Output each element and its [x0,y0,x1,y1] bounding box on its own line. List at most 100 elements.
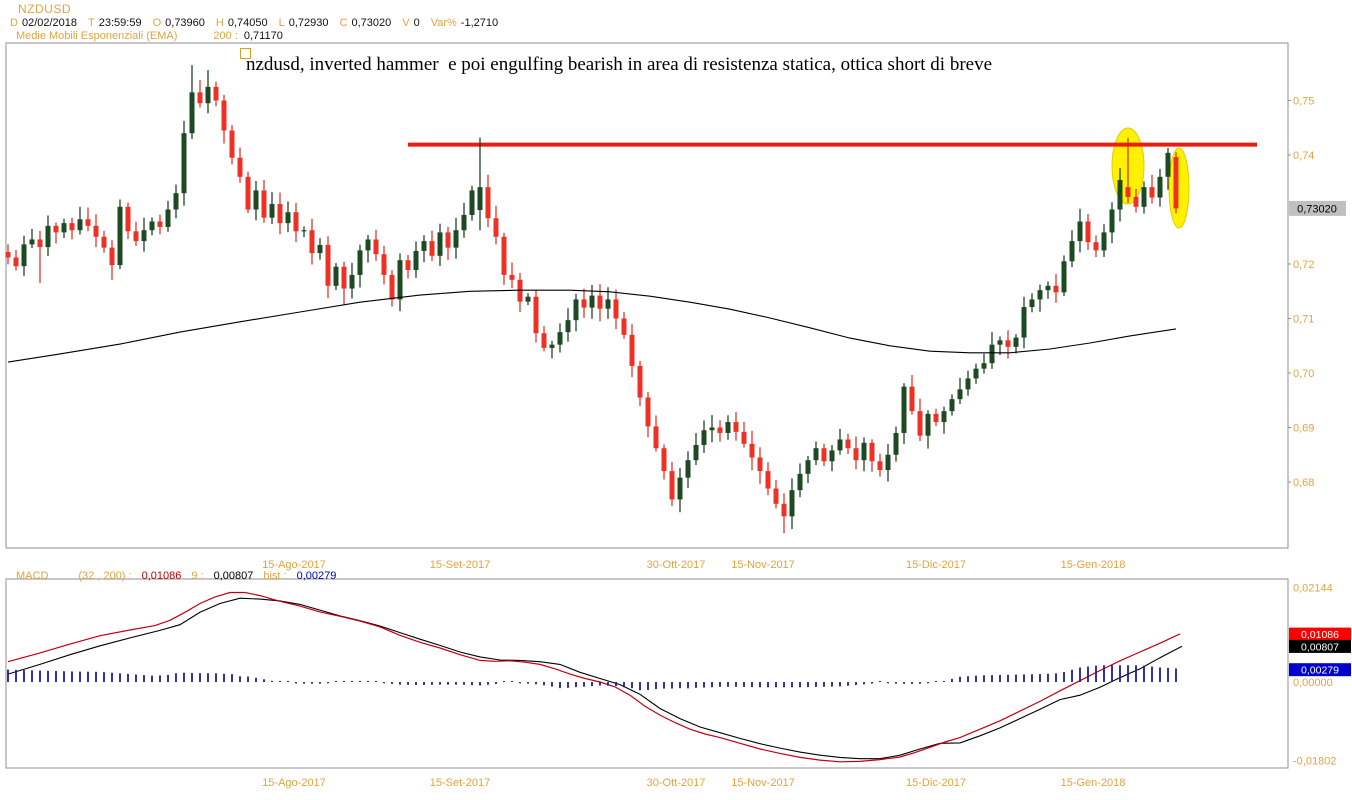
candle-body [277,204,283,224]
candle-body [1117,180,1123,210]
candle-body [741,431,747,444]
candle-body [373,239,379,255]
candle-body [981,363,987,369]
price-panel-border [5,42,1289,549]
candle-body [933,413,939,423]
candle-body [357,250,363,275]
candle-body [757,457,763,472]
macd-indicator-name: MACD [16,570,49,582]
candle-body [917,411,923,436]
macd-value: 0,01086 [141,570,182,582]
candle-body [869,442,875,462]
candle-body [597,295,603,309]
candle-body [1085,221,1091,243]
candle-body [221,100,227,131]
candle-body [829,450,835,462]
candle-body [109,247,115,266]
price-axis-label: 0,71 [1293,314,1314,326]
x-axis-label: 15-Dic-2017 [906,559,966,571]
macd-value-tag-bg-2 [1289,663,1351,677]
candle-body [1061,261,1067,293]
last-price-tag: 0,73020 [1297,203,1337,215]
macd-params-label: (32 , 200) : [78,570,132,582]
candle-body [85,219,91,226]
annotation-title: nzdusd, inverted hammer e poi engulfing … [246,54,993,75]
candle-body [645,397,651,427]
candle-body [293,212,299,232]
candle-body [173,193,179,210]
candle-body [229,130,235,158]
annotation-anchor-square[interactable] [240,48,251,59]
candle-body [845,439,851,449]
macd-histogram-layer [7,665,1177,691]
candle-body [669,471,675,500]
candle-body [581,299,587,308]
candle-body [197,92,203,104]
candle-body [533,296,539,334]
candle-body [493,218,499,237]
candle-body [261,190,267,218]
candle-body [781,503,787,517]
candle-body [893,432,899,455]
candle-body [541,333,547,348]
candle-body [1101,232,1107,251]
candle-body [213,86,219,101]
macd-value-tag-2: 0,00279 [1301,665,1339,677]
macd-hist-value: 0,00279 [296,570,337,582]
candle-body [141,230,147,242]
macd-value-tag-0: 0,01086 [1301,629,1339,641]
candle-body [1053,285,1059,293]
candle-body [1157,176,1163,198]
candle-body [301,230,307,232]
candle-body [77,219,83,231]
candle-body [925,413,931,436]
candle-body [589,295,595,308]
ema-period-label: 200 : [213,30,238,42]
candle-body [485,187,491,219]
candle-body [181,133,187,194]
macd-axis-max-label: 0,02144 [1293,582,1333,594]
candle-body [957,389,963,400]
candle-body [445,232,451,248]
macd-value-tag-1: 0,00807 [1301,641,1339,653]
candle-body [381,254,387,275]
candle-body [1165,152,1171,177]
x-axis-label: 15-Set-2017 [430,777,491,789]
highlight-ellipse-2[interactable] [1168,147,1190,229]
x-axis-label: 15-Dic-2017 [906,777,966,789]
candle-body [637,365,643,398]
candle-body [437,232,443,256]
candle-body [189,92,195,134]
x-axis-label: 15-Gen-2018 [1061,559,1126,571]
candle-body [125,206,131,232]
candle-body [909,386,915,412]
candle-body [941,411,947,423]
ema-200-line [7,289,1177,363]
candle-body [701,430,707,445]
candle-body [773,488,779,504]
candle-body [989,344,995,364]
candle-body [693,444,699,461]
candle-body [765,471,771,489]
candle-body [653,426,659,449]
candle-body [61,223,67,233]
candle-body [661,448,667,472]
macd-signal-label: 9 : [191,570,204,582]
ema-indicator-row: Medie Mobili Esponenziali (EMA) 200 : 0,… [16,30,283,42]
candle-body [1037,290,1043,300]
candle-body [413,250,419,270]
candle-body [1077,221,1083,242]
candle-body [853,448,859,461]
last-price-tag-bg [1289,200,1346,216]
candle-body [1109,209,1115,233]
close-field: C 0,73020 [339,17,392,29]
candle-body [525,296,531,302]
candle-body [837,439,843,451]
macd-signal-value: 0,00807 [213,570,254,582]
candle-body [69,223,75,231]
candle-body [509,274,515,280]
high-field: H 0,74050 [215,17,268,29]
